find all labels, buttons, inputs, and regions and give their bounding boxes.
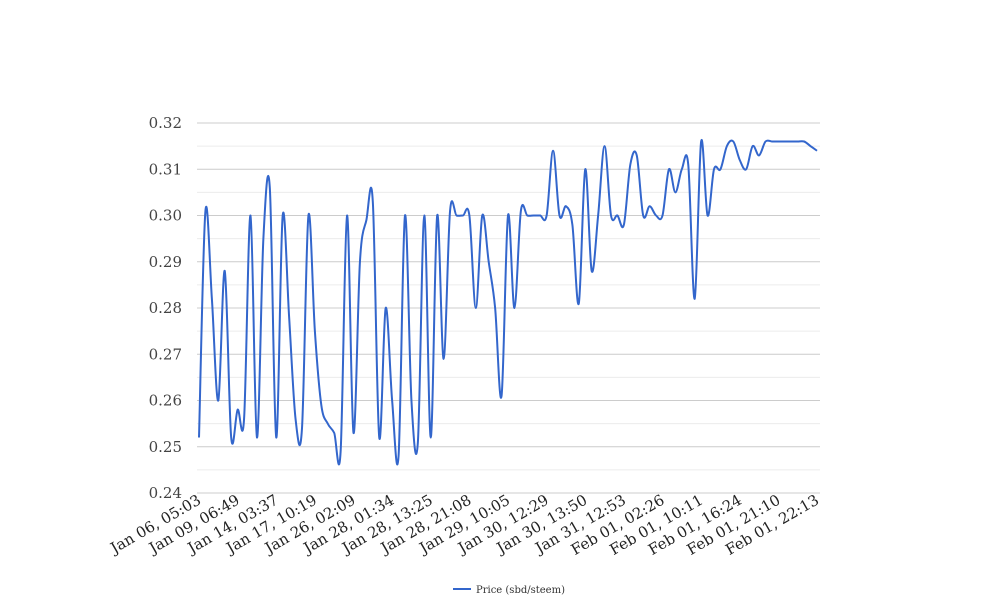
y-tick-label: 0.24 xyxy=(149,484,182,502)
legend: Price (sbd/steem) xyxy=(453,585,565,596)
y-tick-label: 0.31 xyxy=(149,160,182,178)
y-tick-label: 0.28 xyxy=(149,299,182,317)
y-tick-label: 0.27 xyxy=(149,345,182,363)
legend-label-price: Price (sbd/steem) xyxy=(476,585,565,596)
grid-layer xyxy=(197,122,820,494)
y-tick-label: 0.29 xyxy=(149,253,182,271)
y-axis: 0.24 0.25 0.26 0.27 0.28 0.29 0.30 0.31 0.32 xyxy=(149,114,182,502)
y-tick-label: 0.32 xyxy=(149,114,182,132)
y-tick-label: 0.30 xyxy=(149,207,182,225)
y-tick-label: 0.25 xyxy=(149,438,182,456)
y-tick-label: 0.26 xyxy=(149,392,182,410)
series-layer xyxy=(198,138,818,466)
series-line-price xyxy=(198,138,818,466)
